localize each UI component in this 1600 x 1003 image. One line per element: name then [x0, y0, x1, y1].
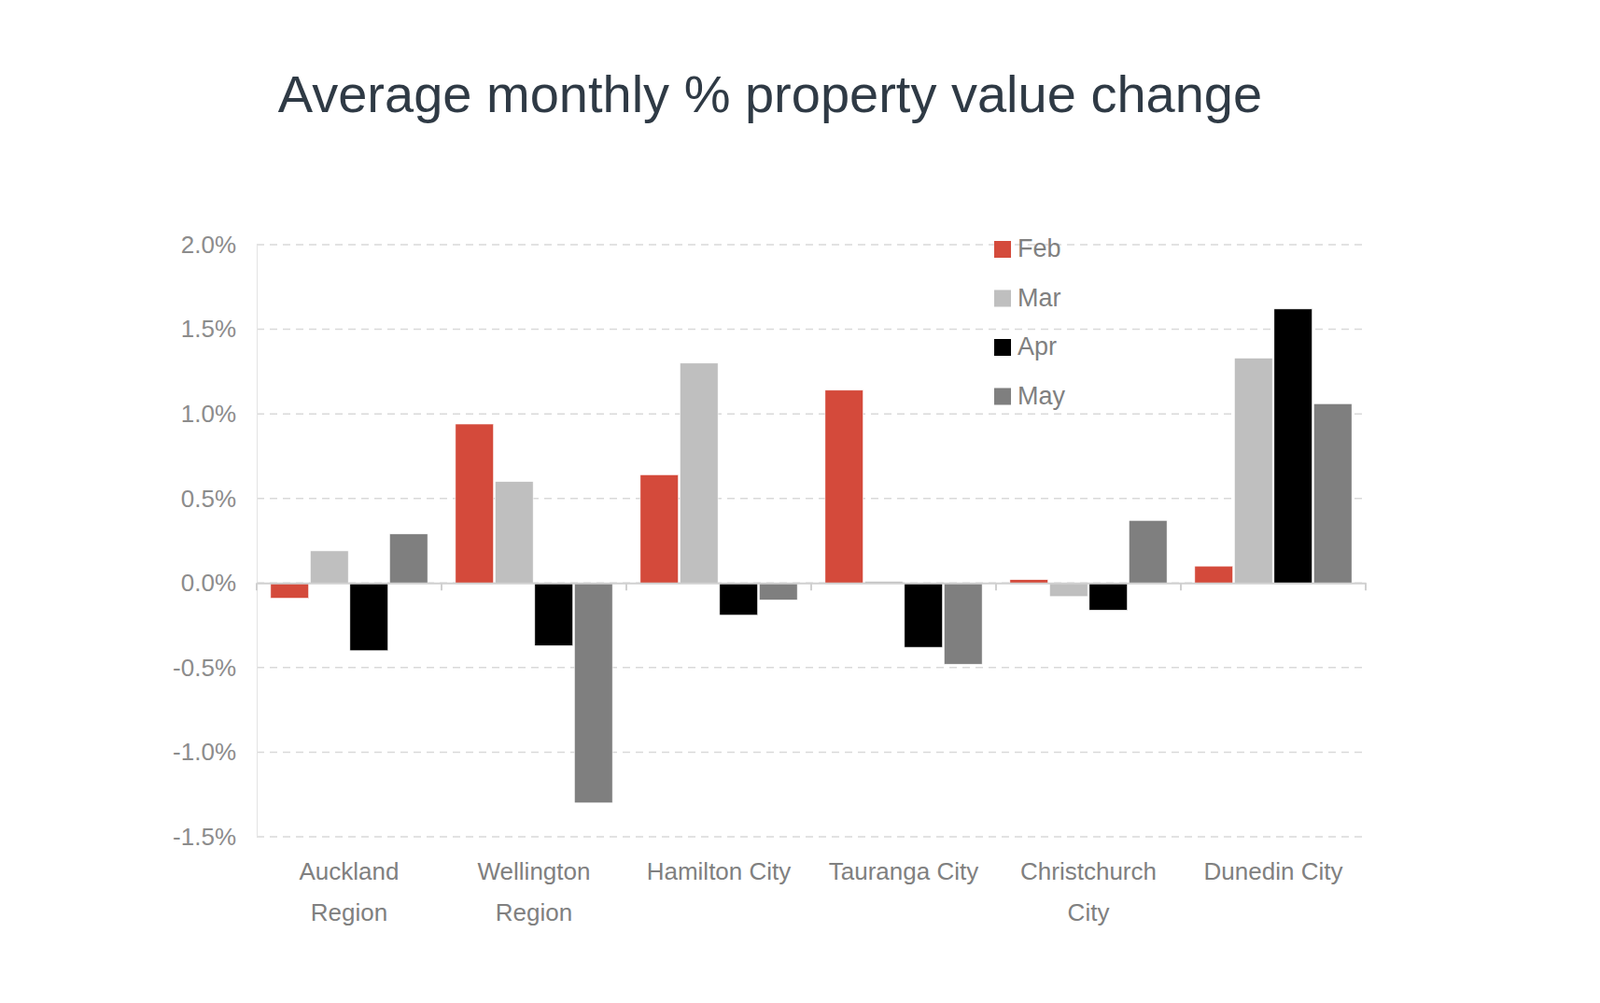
grid-line [256, 328, 1366, 331]
title: Average monthly % property value change [278, 64, 1263, 124]
legend-item: Feb [994, 234, 1062, 263]
bar [1194, 565, 1234, 583]
bar [389, 533, 428, 584]
y-tick-label: -0.5% [172, 653, 237, 682]
legend-item: Mar [994, 283, 1062, 312]
legend: Feb Mar Apr May [994, 234, 1067, 410]
bar [719, 582, 758, 615]
x-boundary-tick [440, 582, 443, 590]
x-labels: Auckland Region Wellington Region Hamilton C… [299, 856, 1344, 927]
plot: -1.5% -1.0% -0.5% 0.0% 0.5% 1.0% 1.5% 2.0% Auckl… [172, 230, 1366, 927]
x-tick-label-line: Tauranga City [828, 856, 979, 885]
x-tick-label-line: Region [310, 898, 388, 927]
bar [534, 582, 574, 646]
series [270, 390, 1234, 599]
bar [943, 582, 983, 664]
x-tick-label: Christchurch City [1020, 856, 1157, 927]
bar [1313, 403, 1352, 583]
x-tick-label-line: Christchurch [1020, 856, 1157, 885]
y-axis-line [256, 245, 258, 838]
bar [1089, 582, 1128, 610]
grid-line [256, 412, 1366, 415]
bar [270, 582, 309, 598]
grid-line [256, 243, 1366, 246]
y-tick: 1.5% [181, 314, 257, 343]
grid-line [256, 751, 1366, 754]
bar [679, 363, 718, 583]
bar [1274, 308, 1313, 583]
y-tick-label: 1.0% [181, 399, 237, 428]
x-tick-label: Auckland Region [299, 856, 400, 927]
bar [494, 481, 534, 584]
x-boundary-tick [1364, 582, 1367, 590]
x-tick-label: Dunedin City [1204, 856, 1344, 885]
y-tick-label: 0.0% [181, 568, 237, 597]
series [350, 308, 1313, 651]
legend-swatch [994, 338, 1011, 356]
y-tick: -1.5% [172, 822, 257, 851]
legend-label: Feb [1017, 234, 1062, 263]
chart: Average monthly % property value change -… [0, 0, 1600, 1003]
bar [1049, 582, 1088, 596]
bar [904, 582, 943, 647]
grid-line [256, 666, 1366, 669]
y-tick-label: -1.5% [172, 822, 237, 851]
y-tick-label: 2.0% [181, 230, 237, 259]
bars [270, 308, 1352, 803]
x-boundary-tick [810, 582, 813, 590]
grid-line [256, 497, 1366, 500]
bar [1010, 579, 1049, 584]
legend-item: Apr [994, 332, 1057, 361]
legend-label: Mar [1017, 283, 1062, 312]
y-tick: 0.5% [181, 484, 257, 513]
x-tick-label: Tauranga City [828, 856, 979, 885]
x-boundary-tick [625, 582, 628, 590]
x-tick-label-line: Wellington [477, 856, 591, 885]
grid [256, 244, 1366, 837]
bar [640, 474, 679, 583]
y-axis: -1.5% -1.0% -0.5% 0.0% 0.5% 1.0% 1.5% 2.0% [172, 230, 257, 851]
x-boundary-tick [1179, 582, 1182, 590]
y-tick: 2.0% [181, 230, 257, 259]
bar [455, 423, 494, 583]
series [389, 403, 1352, 802]
legend-swatch [994, 290, 1011, 308]
y-tick: 1.0% [181, 399, 257, 428]
bar [1234, 357, 1273, 583]
x-tick-label: Hamilton City [646, 856, 792, 885]
y-tick-label: 0.5% [181, 484, 237, 513]
legend-swatch [994, 388, 1011, 406]
x-tick-label-line: Region [495, 898, 573, 927]
bar [574, 582, 613, 802]
y-tick-label: 1.5% [181, 314, 237, 343]
y-tick: -0.5% [172, 653, 257, 682]
bar [825, 390, 864, 584]
x-tick-label-line: Auckland [299, 856, 400, 885]
x-axis [256, 582, 1367, 590]
bar [758, 582, 798, 600]
bar [350, 582, 389, 650]
y-tick: 0.0% [181, 568, 257, 597]
x-boundary-tick [995, 582, 997, 590]
x-tick-label-line: Hamilton City [646, 856, 792, 885]
legend-label: Apr [1017, 332, 1057, 361]
grid-line [256, 835, 1366, 838]
series [309, 357, 1273, 596]
x-boundary-tick [255, 582, 258, 590]
bar [1128, 519, 1167, 583]
x-tick-label: Wellington Region [477, 856, 591, 927]
x-tick-label-line: Dunedin City [1204, 856, 1344, 885]
legend-swatch [994, 240, 1011, 258]
y-tick: -1.0% [172, 737, 257, 766]
y-tick-label: -1.0% [172, 737, 237, 766]
legend-item: May [994, 381, 1067, 410]
x-tick-label-line: City [1067, 898, 1110, 927]
legend-label: May [1017, 381, 1067, 410]
bar [309, 550, 349, 583]
